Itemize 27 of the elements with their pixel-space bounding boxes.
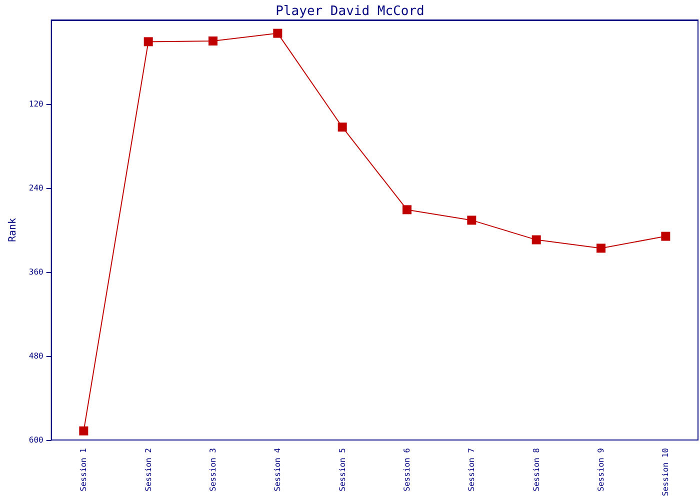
point bbox=[532, 235, 541, 244]
x-tick-label: Session 10 bbox=[661, 448, 670, 496]
x-tick-label: Session 6 bbox=[402, 448, 412, 492]
y-tick-label: 600 bbox=[28, 436, 44, 444]
chart-title: Player David McCord bbox=[276, 4, 424, 19]
x-tick-label: Session 4 bbox=[273, 448, 282, 492]
point bbox=[596, 244, 606, 253]
y-tick-label: 240 bbox=[28, 184, 44, 192]
point bbox=[661, 232, 670, 241]
x-tick-label: Session 8 bbox=[532, 448, 541, 492]
y-tick-label: 360 bbox=[28, 268, 44, 276]
x-tick-label: Session 1 bbox=[79, 448, 88, 492]
x-tick-label: Session 9 bbox=[596, 448, 606, 492]
point bbox=[273, 28, 282, 38]
y-tick-label: 120 bbox=[28, 100, 44, 108]
point bbox=[402, 205, 412, 214]
x-tick-label: Session 2 bbox=[144, 448, 153, 492]
y-axis-title: Rank bbox=[8, 218, 18, 242]
point bbox=[144, 37, 153, 46]
point bbox=[208, 36, 218, 46]
x-tick-label: Session 5 bbox=[338, 448, 347, 492]
x-tick-label: Session 3 bbox=[208, 448, 218, 492]
point bbox=[79, 426, 88, 436]
y-tick-label: 480 bbox=[28, 352, 44, 360]
x-tick-label: Session 7 bbox=[467, 448, 476, 492]
point bbox=[338, 122, 347, 132]
point bbox=[467, 216, 476, 225]
